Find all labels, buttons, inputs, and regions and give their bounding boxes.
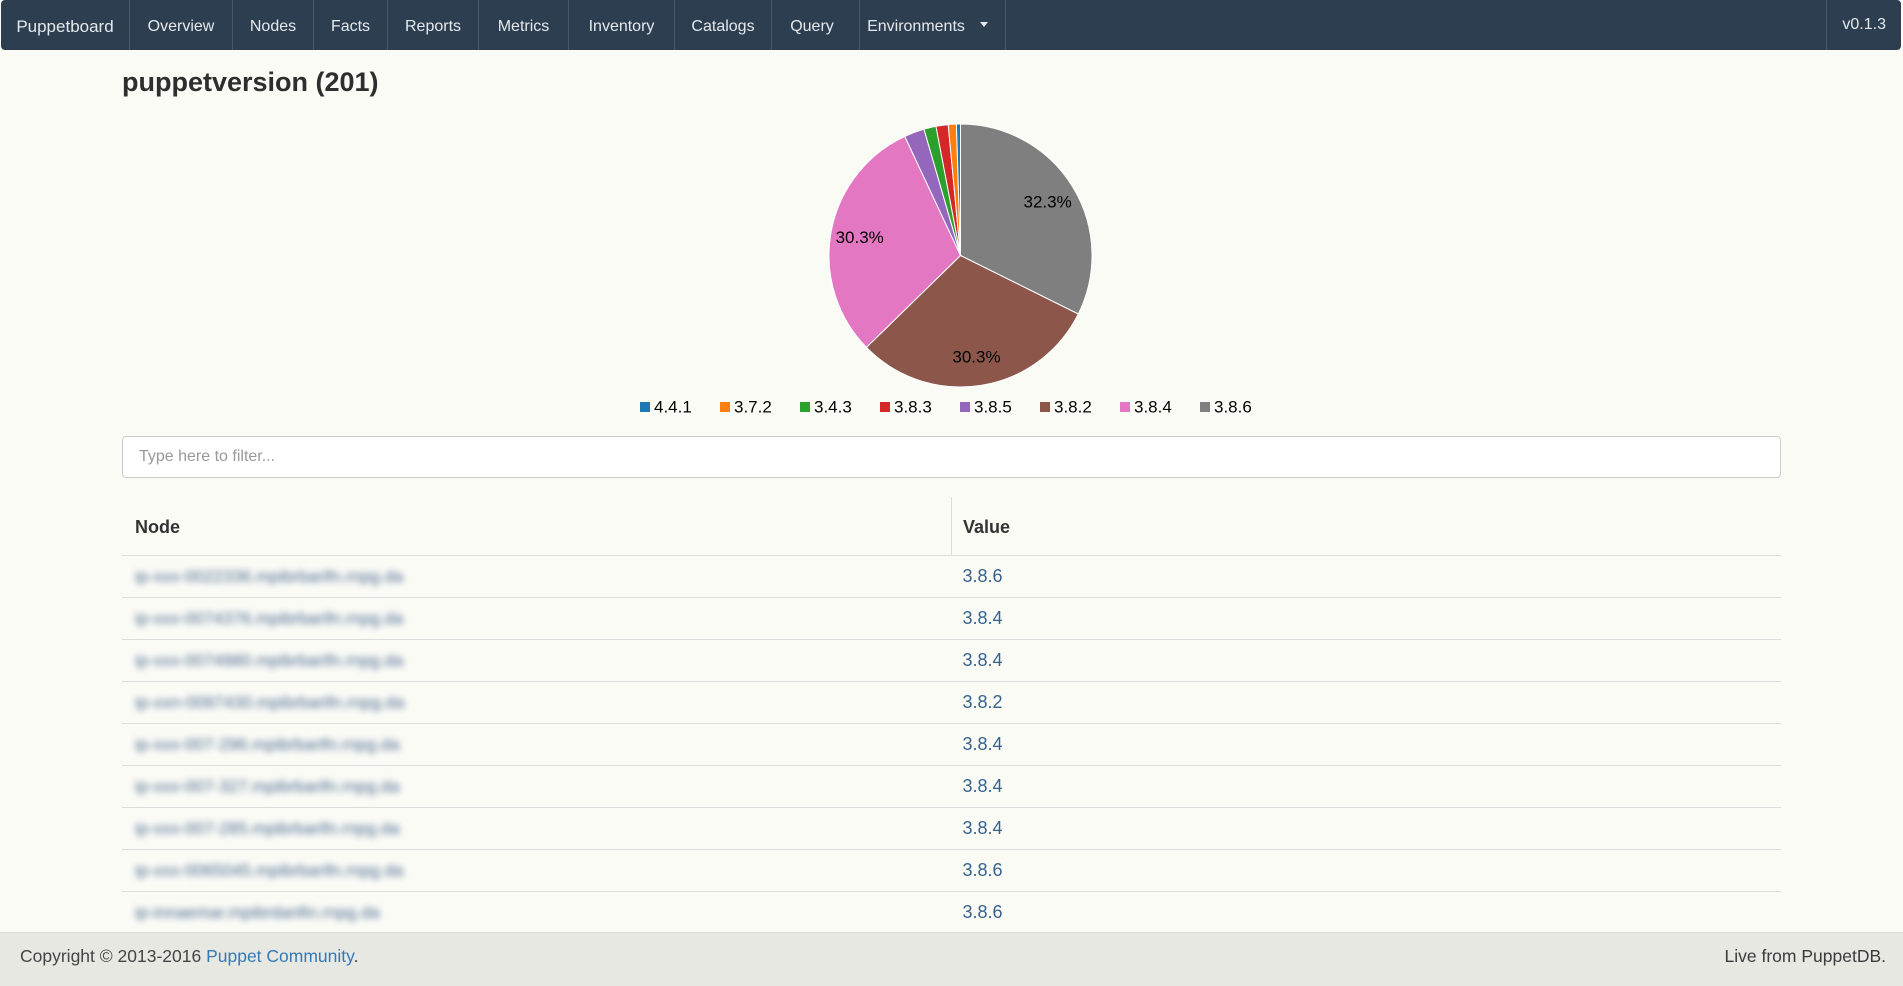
- svg-text:3.8.3: 3.8.3: [894, 398, 932, 417]
- svg-text:3.7.2: 3.7.2: [734, 398, 772, 417]
- svg-text:3.4.3: 3.4.3: [814, 398, 852, 417]
- svg-text:3.8.6: 3.8.6: [1214, 398, 1252, 417]
- svg-text:30.3%: 30.3%: [836, 228, 884, 247]
- svg-text:30.3%: 30.3%: [952, 348, 1000, 367]
- svg-text:3.8.2: 3.8.2: [1054, 398, 1092, 417]
- svg-text:3.8.4: 3.8.4: [1134, 398, 1172, 417]
- svg-text:4.4.1: 4.4.1: [654, 398, 692, 417]
- svg-text:32.3%: 32.3%: [1023, 192, 1071, 211]
- svg-text:3.8.5: 3.8.5: [974, 398, 1012, 417]
